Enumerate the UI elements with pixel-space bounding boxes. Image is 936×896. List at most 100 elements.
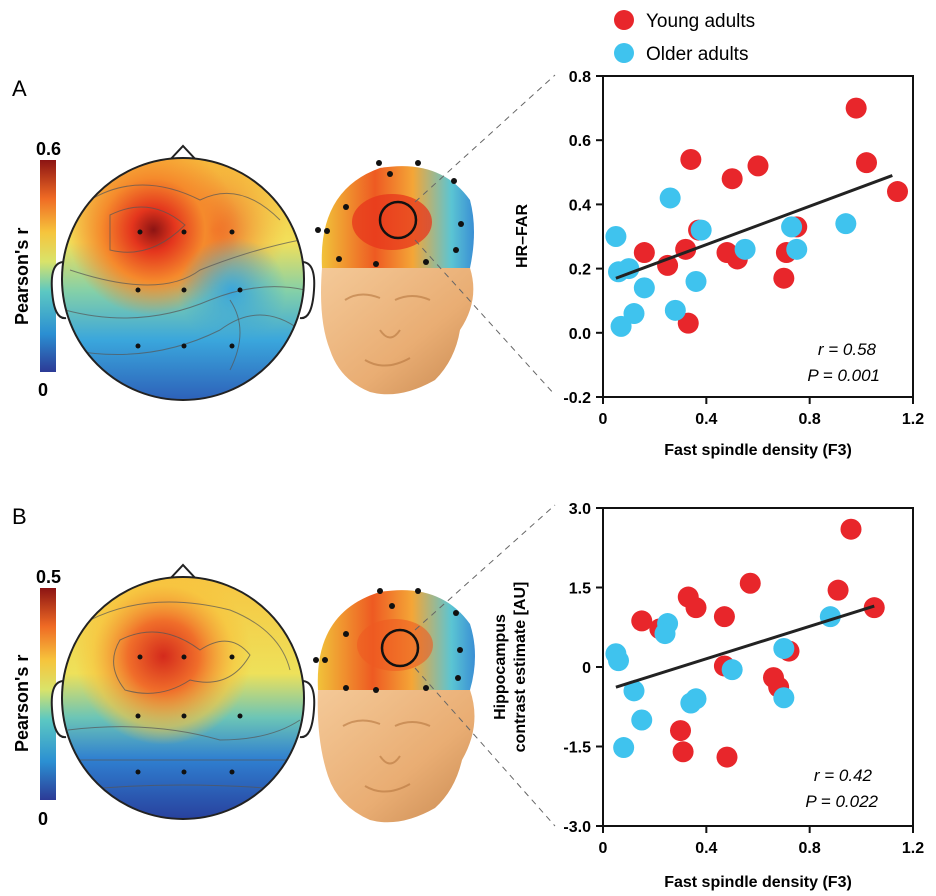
x-tick-label: 0.4	[695, 840, 717, 857]
head-3d-b-roi-circle	[380, 628, 420, 668]
scatter-b-xlabel: Fast spindle density (F3)	[664, 874, 852, 891]
data-point-young	[747, 155, 769, 177]
scatter-a-points	[605, 97, 908, 337]
data-point-older	[610, 315, 632, 337]
data-point-older	[623, 680, 645, 702]
y-tick-label: 0.8	[569, 69, 591, 86]
scatter-a-ylabel: HR–FAR	[514, 204, 531, 268]
data-point-young	[863, 597, 885, 619]
y-tick-label: -1.5	[563, 740, 591, 757]
scatter-a-fit-line	[615, 174, 893, 280]
legend-label-young: Young adults	[646, 11, 755, 32]
colorbar-a: 0.6 0 Pearson's r	[12, 139, 61, 400]
data-point-young	[827, 579, 849, 601]
data-point-older	[835, 213, 857, 235]
y-tick-label: 1.5	[569, 581, 591, 598]
colorbar-a-max: 0.6	[36, 139, 61, 159]
x-tick-label: 0.8	[799, 411, 821, 428]
data-point-young	[713, 606, 735, 628]
x-tick-label: 0.8	[799, 840, 821, 857]
y-tick-label: -3.0	[563, 819, 591, 836]
data-point-older	[654, 623, 676, 645]
scatter-a-xlabel: Fast spindle density (F3)	[664, 442, 852, 459]
data-point-older	[685, 270, 707, 292]
head-3d-b	[313, 588, 475, 823]
topomap-a	[50, 144, 316, 401]
colorbar-a-label: Pearson's r	[12, 228, 32, 325]
data-point-young	[721, 168, 743, 190]
data-point-young	[773, 267, 795, 289]
legend: Young adults Older adults	[614, 10, 755, 65]
y-tick-label: -0.2	[563, 390, 591, 407]
head-3d-b-electrodes	[313, 588, 463, 693]
y-tick-label: 0	[582, 660, 591, 677]
scatter-b-points	[605, 518, 885, 768]
data-point-young	[670, 720, 691, 742]
scatter-b-ylabel-line2: contrast estimate [AU]	[512, 582, 529, 753]
x-tick-label: 0.4	[695, 411, 717, 428]
head-3d-b-face	[317, 690, 475, 823]
scatter-b-ylabel: Hippocampus contrast estimate [AU]	[492, 582, 529, 753]
data-point-older	[721, 659, 743, 681]
scatter-b-fit-line	[615, 604, 875, 689]
data-point-older	[605, 226, 627, 247]
topomap-b-outline	[61, 576, 305, 820]
colorbar-b-label: Pearson's r	[12, 655, 32, 752]
data-point-young	[685, 597, 707, 619]
data-point-young	[677, 312, 699, 334]
y-tick-label: 0.0	[569, 326, 591, 343]
scatter-plot-a: 0.80.60.40.20.0-0.2 0 0.4 0.8 1.2 r = 0.58 …	[514, 69, 924, 459]
data-point-older	[781, 216, 803, 238]
scatter-b-ylabel-line1: Hippocampus	[492, 614, 509, 720]
data-point-older	[613, 737, 635, 759]
scatter-a-stat-p: P = 0.001	[807, 366, 880, 385]
topomap-a-nose	[167, 144, 199, 163]
x-tick-label: 0	[599, 840, 608, 857]
colorbar-a-gradient	[40, 160, 56, 372]
x-tick-label: 0	[599, 411, 608, 428]
topomap-a-electrodes	[135, 229, 243, 349]
data-point-older	[631, 709, 653, 731]
scatter-b-xticks: 0 0.4 0.8 1.2	[599, 826, 924, 857]
data-point-young	[887, 181, 908, 203]
data-point-young	[845, 97, 867, 119]
data-point-older	[633, 277, 655, 299]
head-3d-a-face	[321, 268, 474, 395]
colorbar-b-max: 0.5	[36, 567, 61, 587]
connector-line-a-top	[414, 74, 556, 203]
data-point-older	[680, 692, 702, 714]
scatter-a-stat-r: r = 0.58	[818, 340, 877, 359]
scatter-plot-b: 3.0 1.5 0 -1.5 -3.0 0 0.4 0.8 1.2 r = 0.42 P = …	[492, 501, 924, 891]
data-point-young	[672, 741, 694, 763]
data-point-young	[631, 610, 653, 632]
scatter-b-stat-r: r = 0.42	[814, 766, 873, 785]
data-point-older	[608, 650, 629, 672]
topomap-b-electrodes	[135, 654, 243, 775]
data-point-older	[734, 238, 756, 260]
data-point-young	[856, 152, 877, 174]
topomap-a-outline	[61, 157, 305, 401]
head-3d-a-roi-circle	[378, 200, 418, 240]
scatter-a-frame	[602, 75, 914, 398]
head-3d-a	[315, 160, 474, 395]
scatter-a-yticks: 0.8 0.6 0.4 0.2 0.0 -0.2	[563, 69, 603, 407]
connector-line-b-bottom	[414, 667, 556, 827]
legend-label-older: Older adults	[646, 44, 748, 65]
colorbar-b-gradient	[40, 588, 56, 800]
data-point-older	[659, 187, 681, 209]
legend-marker-older	[614, 43, 634, 63]
data-point-older	[773, 637, 795, 659]
data-point-older	[786, 238, 808, 260]
data-point-young	[680, 148, 702, 170]
legend-marker-young	[614, 10, 634, 30]
data-point-older	[664, 299, 686, 321]
scatter-b-stat-p: P = 0.022	[805, 792, 878, 811]
x-tick-label: 1.2	[902, 840, 924, 857]
y-tick-label: 3.0	[569, 501, 591, 518]
topomap-b	[50, 563, 316, 820]
scatter-a-xticks: 0 0.4 0.8 1.2	[599, 397, 924, 428]
y-tick-label: 0.6	[569, 133, 591, 150]
panel-letter-a: A	[12, 76, 27, 101]
data-point-older	[773, 687, 795, 709]
y-tick-label: 0.4	[569, 197, 591, 214]
